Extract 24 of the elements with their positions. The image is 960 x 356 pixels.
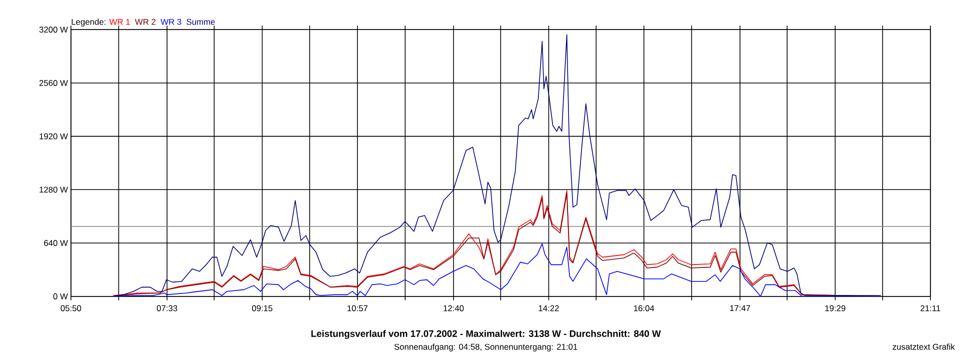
- x-tick-label: 05:50: [60, 305, 82, 312]
- x-tick-label: 12:40: [444, 305, 464, 312]
- text: Leistungsverlauf vom 17.07.2002 - Maximalwert: 3138 W - Durchschnitt: 840 W: [311, 330, 661, 340]
- x-tick-label: 14:22: [538, 305, 559, 312]
- y-tick-label: 3200 W: [39, 26, 68, 33]
- legend-title: Legende:: [72, 18, 106, 27]
- y-tick-label: 0 W: [53, 294, 68, 300]
- y-tick-label: 640 W: [44, 240, 68, 246]
- x-tick-label: 16:04: [634, 305, 654, 312]
- x-tick-label: 10:57: [348, 305, 368, 312]
- x-tick-label: 19:29: [825, 305, 846, 312]
- text: Sonnenaufgang: 04:58, Sonnenuntergang: 21:01: [394, 344, 578, 352]
- text: WR 1: [109, 19, 130, 25]
- x-tick-label: 07:33: [156, 305, 178, 312]
- y-tick-label: 2560 W: [39, 80, 68, 86]
- text: WR 3: [160, 19, 182, 25]
- y-tick-label: 1280 W: [40, 186, 68, 193]
- text: Summe: [186, 19, 215, 25]
- text: zusatztext Grafik: [892, 344, 955, 350]
- y-tick-label: 1920 W: [40, 134, 68, 140]
- x-tick-label: 17:47: [730, 305, 750, 312]
- x-tick-label: 21:11: [920, 305, 940, 312]
- x-tick-label: 09:15: [252, 305, 272, 312]
- text: WR 2: [134, 19, 156, 25]
